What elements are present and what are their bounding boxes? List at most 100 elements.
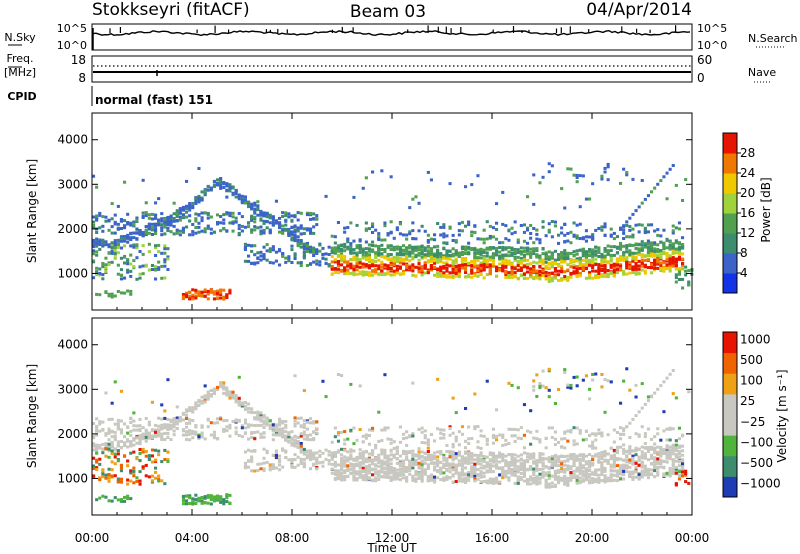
- data-pixel: [631, 243, 635, 247]
- data-pixel: [473, 427, 477, 431]
- data-pixel: [674, 273, 678, 277]
- data-pixel: [160, 403, 164, 407]
- data-pixel: [408, 469, 412, 473]
- data-pixel: [147, 434, 151, 438]
- data-pixel: [219, 500, 223, 504]
- data-pixel: [144, 214, 148, 218]
- data-pixel: [284, 435, 288, 439]
- data-pixel: [436, 244, 440, 248]
- data-pixel: [129, 429, 133, 433]
- data-pixel: [429, 474, 433, 478]
- data-pixel: [154, 216, 158, 220]
- data-pixel: [566, 232, 570, 235]
- data-pixel: [677, 278, 681, 281]
- data-pixel: [166, 220, 170, 224]
- data-pixel: [371, 248, 375, 252]
- data-pixel: [386, 462, 390, 466]
- data-pixel: [383, 460, 387, 464]
- data-pixel: [389, 175, 393, 179]
- colorbar-tick-label: 24: [740, 166, 755, 180]
- data-pixel: [588, 276, 592, 280]
- data-pixel: [309, 456, 313, 460]
- data-pixel: [343, 455, 347, 459]
- data-pixel: [95, 237, 99, 241]
- data-pixel: [364, 468, 368, 471]
- data-pixel: [123, 236, 127, 240]
- data-pixel: [355, 462, 359, 466]
- data-pixel: [132, 265, 136, 269]
- data-pixel: [343, 245, 347, 249]
- data-pixel: [194, 404, 198, 408]
- data-pixel: [203, 495, 207, 499]
- data-pixel: [622, 257, 626, 261]
- data-pixel: [510, 253, 514, 257]
- data-pixel: [371, 273, 375, 277]
- data-pixel: [448, 451, 452, 455]
- data-pixel: [371, 222, 375, 226]
- data-pixel: [119, 446, 123, 450]
- data-pixel: [237, 212, 241, 215]
- data-pixel: [541, 175, 545, 179]
- freq-tick-bottom: 8: [78, 71, 86, 85]
- data-pixel: [389, 438, 393, 442]
- data-pixel: [250, 436, 254, 439]
- data-pixel: [129, 433, 133, 437]
- data-pixel: [371, 244, 375, 247]
- data-pixel: [309, 458, 313, 462]
- data-pixel: [460, 256, 464, 260]
- data-pixel: [513, 453, 517, 457]
- data-pixel: [526, 241, 530, 245]
- data-pixel: [107, 430, 111, 434]
- data-pixel: [318, 461, 322, 465]
- data-pixel: [464, 473, 468, 477]
- data-pixel: [101, 244, 105, 248]
- data-pixel: [302, 256, 306, 260]
- data-pixel: [491, 481, 495, 485]
- data-pixel: [132, 236, 136, 240]
- data-pixel: [473, 262, 477, 266]
- data-pixel: [250, 228, 254, 232]
- data-pixel: [519, 256, 523, 260]
- data-pixel: [290, 436, 294, 440]
- data-pixel: [126, 270, 130, 274]
- data-pixel: [513, 468, 517, 472]
- data-pixel: [460, 263, 464, 267]
- data-pixel: [659, 240, 663, 244]
- data-pixel: [460, 259, 464, 263]
- data-pixel: [349, 450, 353, 454]
- data-pixel: [160, 479, 164, 483]
- data-pixel: [584, 250, 588, 254]
- data-pixel: [491, 253, 495, 257]
- data-pixel: [129, 221, 133, 225]
- data-pixel: [333, 249, 337, 253]
- data-pixel: [364, 240, 368, 244]
- nsky-panel: N.Sky 10^5 10^0 10^5 10^0 N.Search: [4, 22, 797, 52]
- data-pixel: [364, 251, 368, 255]
- data-pixel: [414, 453, 418, 457]
- data-pixel: [510, 467, 514, 471]
- data-pixel: [352, 476, 356, 480]
- data-pixel: [516, 268, 520, 272]
- data-pixel: [123, 276, 127, 280]
- data-pixel: [200, 219, 204, 223]
- data-pixel: [541, 262, 545, 266]
- data-pixel: [144, 264, 148, 268]
- data-pixel: [656, 233, 660, 237]
- data-pixel: [420, 224, 424, 228]
- data-pixel: [191, 233, 195, 237]
- data-pixel: [119, 463, 123, 467]
- data-pixel: [575, 274, 579, 278]
- data-pixel: [563, 270, 567, 274]
- data-pixel: [402, 432, 406, 436]
- data-pixel: [451, 474, 455, 478]
- data-pixel: [643, 258, 647, 262]
- data-pixel: [110, 225, 114, 229]
- data-pixel: [268, 427, 272, 431]
- data-pixel: [507, 229, 511, 233]
- data-pixel: [284, 455, 288, 459]
- data-pixel: [253, 430, 257, 434]
- data-pixel: [619, 241, 623, 245]
- data-pixel: [569, 275, 573, 279]
- data-pixel: [361, 467, 365, 470]
- data-pixel: [547, 162, 551, 166]
